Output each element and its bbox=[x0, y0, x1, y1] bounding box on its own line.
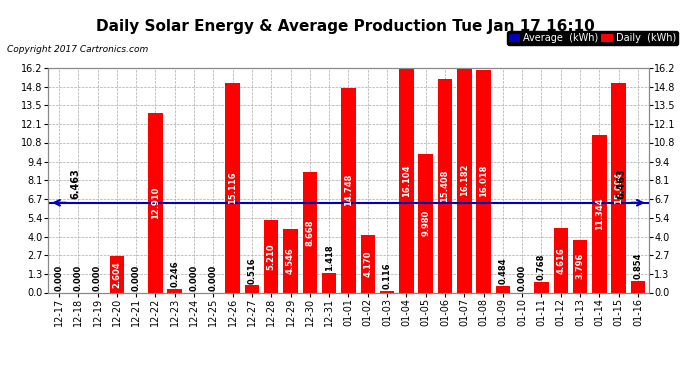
Bar bbox=[148, 113, 163, 292]
Text: 6.463: 6.463 bbox=[616, 168, 627, 199]
Text: 0.768: 0.768 bbox=[537, 254, 546, 280]
Text: 14.748: 14.748 bbox=[344, 174, 353, 206]
Legend: Average  (kWh), Daily  (kWh): Average (kWh), Daily (kWh) bbox=[506, 31, 678, 45]
Text: 11.344: 11.344 bbox=[595, 198, 604, 230]
Text: 12.910: 12.910 bbox=[151, 187, 160, 219]
Bar bbox=[303, 172, 317, 292]
Text: 9.980: 9.980 bbox=[421, 210, 430, 236]
Text: 16.182: 16.182 bbox=[460, 164, 469, 196]
Bar bbox=[495, 286, 510, 292]
Text: 15.116: 15.116 bbox=[228, 171, 237, 204]
Bar bbox=[399, 69, 413, 292]
Text: 5.210: 5.210 bbox=[267, 243, 276, 270]
Text: 0.000: 0.000 bbox=[190, 265, 199, 291]
Text: Copyright 2017 Cartronics.com: Copyright 2017 Cartronics.com bbox=[7, 45, 148, 54]
Text: 0.000: 0.000 bbox=[209, 265, 218, 291]
Text: 4.616: 4.616 bbox=[556, 247, 565, 274]
Text: 3.796: 3.796 bbox=[575, 253, 584, 279]
Text: 15.094: 15.094 bbox=[614, 171, 623, 204]
Bar bbox=[284, 230, 298, 292]
Bar bbox=[322, 273, 337, 292]
Text: 1.418: 1.418 bbox=[325, 244, 334, 271]
Text: 0.484: 0.484 bbox=[498, 258, 507, 284]
Bar bbox=[592, 135, 607, 292]
Bar bbox=[168, 289, 182, 292]
Text: 0.246: 0.246 bbox=[170, 261, 179, 287]
Bar bbox=[418, 154, 433, 292]
Text: 2.604: 2.604 bbox=[112, 261, 121, 288]
Text: 6.463: 6.463 bbox=[70, 168, 81, 199]
Text: 16.104: 16.104 bbox=[402, 164, 411, 197]
Bar bbox=[573, 240, 587, 292]
Text: 15.408: 15.408 bbox=[440, 170, 449, 202]
Bar bbox=[110, 256, 124, 292]
Text: 0.000: 0.000 bbox=[55, 265, 63, 291]
Text: Daily Solar Energy & Average Production Tue Jan 17 16:10: Daily Solar Energy & Average Production … bbox=[96, 19, 594, 34]
Text: 0.000: 0.000 bbox=[74, 265, 83, 291]
Bar bbox=[380, 291, 394, 292]
Bar bbox=[342, 88, 355, 292]
Text: 0.000: 0.000 bbox=[132, 265, 141, 291]
Text: 0.000: 0.000 bbox=[518, 265, 526, 291]
Text: 8.668: 8.668 bbox=[306, 219, 315, 246]
Bar bbox=[226, 82, 240, 292]
Text: 0.116: 0.116 bbox=[382, 262, 391, 289]
Text: 4.170: 4.170 bbox=[363, 250, 372, 277]
Text: 0.854: 0.854 bbox=[633, 252, 642, 279]
Bar bbox=[534, 282, 549, 292]
Bar bbox=[631, 280, 645, 292]
Text: 0.000: 0.000 bbox=[93, 265, 102, 291]
Bar bbox=[611, 83, 626, 292]
Bar bbox=[360, 235, 375, 292]
Text: 0.516: 0.516 bbox=[248, 257, 257, 284]
Bar bbox=[457, 68, 471, 292]
Bar bbox=[553, 228, 568, 292]
Text: 4.546: 4.546 bbox=[286, 248, 295, 274]
Bar bbox=[437, 78, 452, 292]
Bar bbox=[264, 220, 279, 292]
Text: 16.018: 16.018 bbox=[479, 165, 488, 198]
Bar bbox=[476, 70, 491, 292]
Bar bbox=[245, 285, 259, 292]
